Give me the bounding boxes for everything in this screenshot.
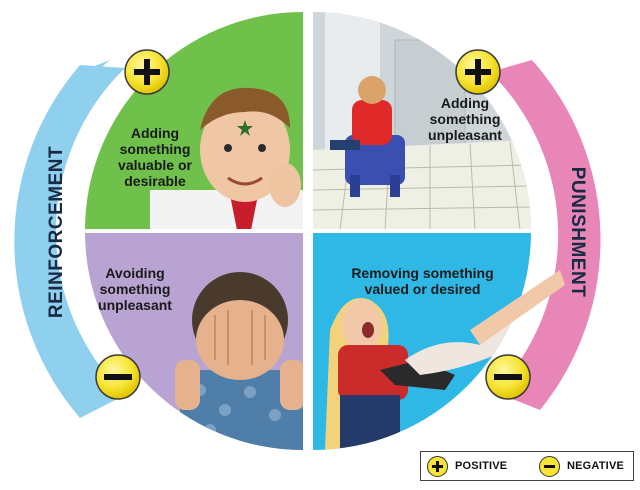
girl-face — [342, 299, 382, 351]
photo-girl-toy-taken-away — [325, 298, 531, 450]
boy-hands — [196, 300, 284, 380]
legend-plus-icon — [427, 456, 448, 477]
star-sticker-icon — [237, 120, 253, 136]
legend-minus-icon — [539, 456, 560, 477]
minus-icon — [485, 354, 531, 400]
positive-punishment-text: Adding something unpleasant — [428, 95, 502, 143]
punishment-band — [490, 60, 601, 410]
legend-negative-label: NEGATIVE — [567, 460, 625, 472]
legend: POSITIVE NEGATIVE — [420, 451, 634, 481]
child-red-shirt — [352, 100, 392, 145]
boy-face — [200, 98, 290, 202]
adult-arm-extension — [470, 270, 565, 345]
photo-boy-with-star-sticker — [150, 87, 303, 230]
punishment-label: PUNISHMENT — [567, 167, 588, 298]
negative-reinforcement-text: Avoiding something unpleasant — [98, 265, 172, 313]
reinforcement-label: REINFORCEMENT — [46, 146, 67, 318]
reinforcement-band-outer — [14, 65, 126, 418]
negative-punishment-text: Removing something valued or desired — [351, 265, 494, 297]
girl-red-shirt — [338, 345, 408, 400]
child-head — [358, 76, 386, 104]
plus-icon — [455, 49, 501, 95]
minus-icon — [95, 354, 141, 400]
positive-reinforcement-text: Adding something valuable or desirable — [118, 125, 192, 189]
legend-positive-label: POSITIVE — [455, 460, 508, 472]
plus-icon — [124, 49, 170, 95]
photo-child-on-time-out-chair — [313, 12, 531, 230]
photo-boy-covering-face — [175, 272, 303, 450]
adult-arm — [405, 300, 531, 375]
